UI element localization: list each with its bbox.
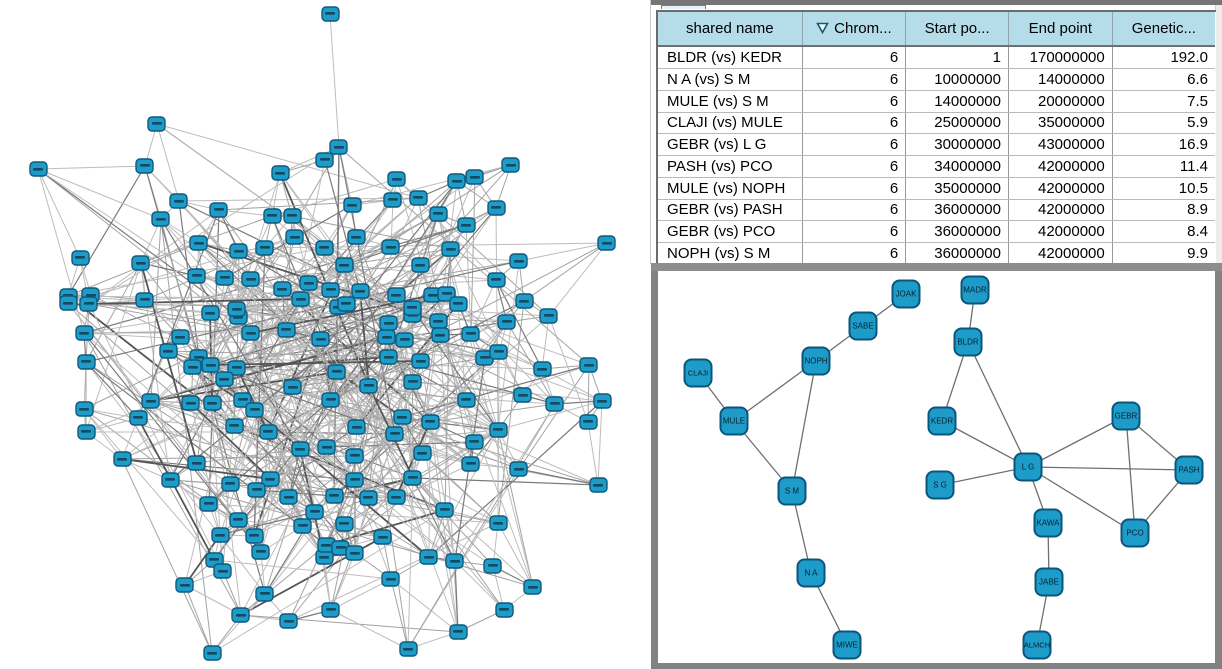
svg-text:GEBR: GEBR (1115, 412, 1138, 421)
svg-text:KAWA: KAWA (1037, 519, 1061, 528)
svg-text:SABE: SABE (852, 322, 873, 331)
svg-text:S M: S M (785, 487, 800, 496)
svg-text:JOAK: JOAK (896, 290, 918, 299)
svg-text:PASH: PASH (1178, 466, 1199, 475)
svg-text:PCO: PCO (1126, 529, 1143, 538)
svg-text:CLAJI: CLAJI (688, 369, 708, 378)
svg-text:MADR: MADR (963, 286, 987, 295)
svg-text:S G: S G (933, 481, 947, 490)
svg-text:MULE: MULE (723, 417, 745, 426)
svg-text:N A: N A (805, 569, 819, 578)
svg-text:MIWE: MIWE (836, 641, 858, 650)
svg-text:L G: L G (1022, 463, 1035, 472)
svg-text:JABE: JABE (1039, 578, 1059, 587)
svg-text:KEDR: KEDR (931, 417, 953, 426)
svg-text:BLDR: BLDR (957, 338, 979, 347)
svg-text:NOPH: NOPH (804, 357, 827, 366)
svg-text:ALMCH: ALMCH (1024, 641, 1050, 650)
